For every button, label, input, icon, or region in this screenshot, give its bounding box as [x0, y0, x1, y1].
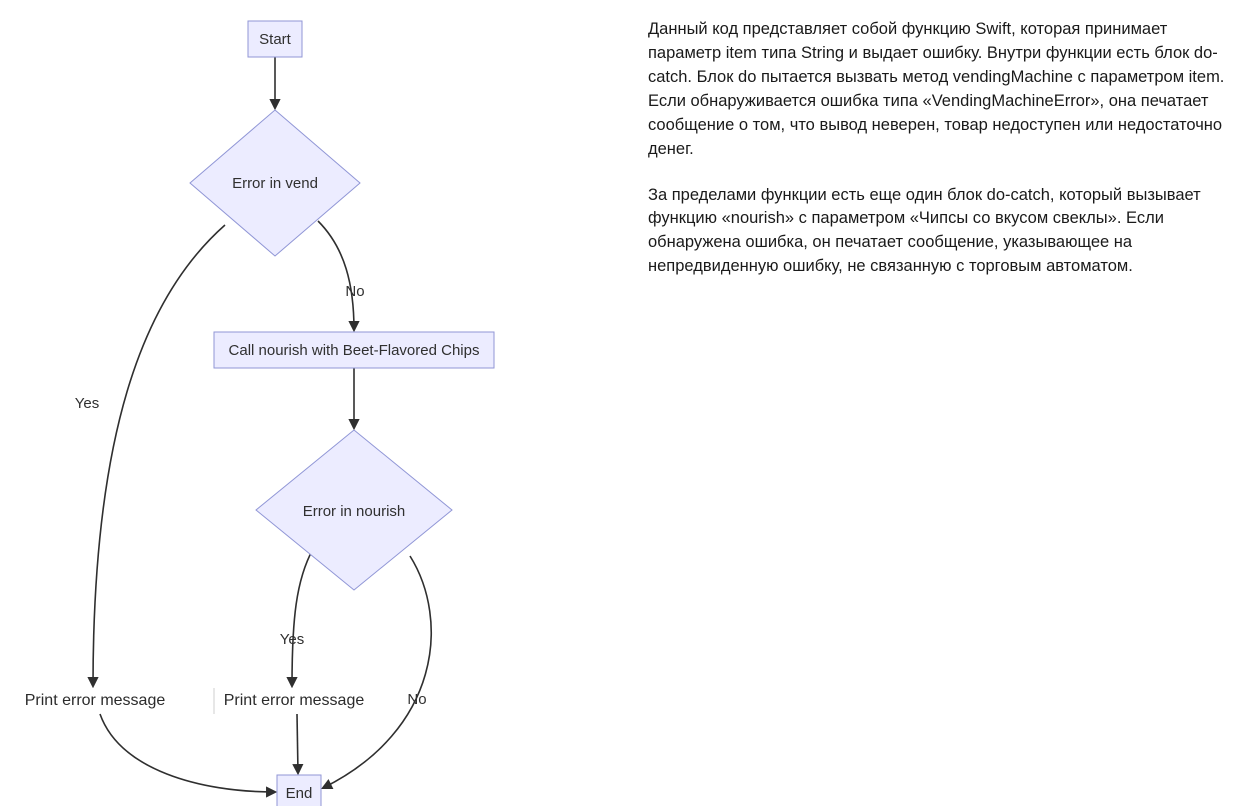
- flowchart-panel: No Yes Yes No Start: [0, 0, 620, 806]
- node-start-label: Start: [259, 31, 292, 48]
- edge-label-yes-2: Yes: [280, 631, 304, 648]
- edge-decision1-no: [318, 221, 354, 330]
- edge-decision2-no: [323, 556, 431, 788]
- edge-decision2-yes: [292, 549, 313, 686]
- flowchart-svg: No Yes Yes No Start: [0, 0, 620, 806]
- description-paragraph-1: Данный код представляет собой функцию Sw…: [648, 18, 1228, 162]
- node-call-nourish: Call nourish with Beet-Flavored Chips: [214, 332, 494, 368]
- edge-label-no-1: No: [345, 283, 364, 300]
- description-paragraph-2: За пределами функции есть еще один блок …: [648, 184, 1228, 280]
- description-panel: Данный код представляет собой функцию Sw…: [620, 0, 1238, 806]
- page-root: No Yes Yes No Start: [0, 0, 1238, 806]
- edge-perr2-to-end: [297, 714, 298, 773]
- node-end: End: [277, 775, 321, 806]
- edge-perr1-to-end: [100, 714, 275, 792]
- node-start: Start: [248, 21, 302, 57]
- node-call-nourish-label: Call nourish with Beet-Flavored Chips: [229, 342, 480, 359]
- edge-label-yes-1: Yes: [75, 395, 99, 412]
- node-decision-nourish: Error in nourish: [256, 430, 452, 590]
- node-end-label: End: [286, 785, 313, 802]
- node-print-error-2: Print error message: [224, 692, 365, 709]
- node-print-error-1: Print error message: [25, 692, 166, 709]
- edge-label-no-2: No: [407, 691, 426, 708]
- node-decision-vend-label: Error in vend: [232, 175, 318, 192]
- node-decision-nourish-label: Error in nourish: [303, 503, 406, 520]
- edge-decision1-yes: [93, 225, 225, 686]
